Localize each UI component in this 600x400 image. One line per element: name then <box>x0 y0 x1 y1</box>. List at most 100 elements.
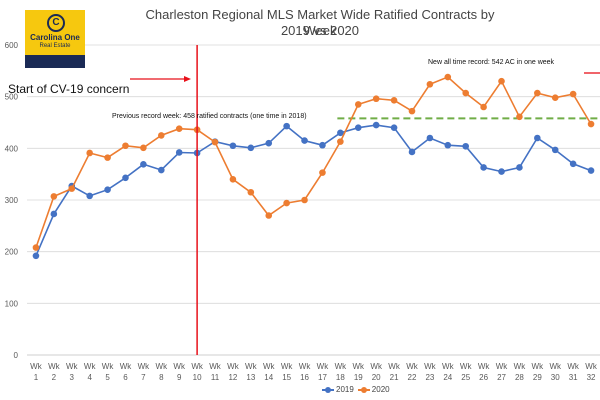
y-tick-label: 100 <box>5 299 19 308</box>
data-point-2020 <box>319 169 326 176</box>
data-point-2020 <box>175 125 183 132</box>
legend-label-2020: 2020 <box>371 385 390 394</box>
x-tick-label: Wk 14 <box>263 362 276 382</box>
data-point-2019 <box>498 168 505 175</box>
previous-record-annotation: Previous record week: 458 ratified contr… <box>112 113 307 120</box>
data-point-2020 <box>283 199 290 207</box>
data-point-2019 <box>462 142 470 150</box>
data-point-2019 <box>569 160 577 168</box>
x-tick-label: Wk 4 <box>84 362 97 382</box>
x-tick-label: Wk 8 <box>156 362 169 382</box>
x-tick-label: Wk 9 <box>173 362 186 382</box>
x-tick-label: Wk 23 <box>424 362 437 382</box>
data-point-2019 <box>587 167 595 174</box>
data-point-2020 <box>480 103 487 111</box>
data-point-2019 <box>247 144 255 152</box>
legend-label-2019: 2019 <box>336 385 354 394</box>
logo-name: Carolina One <box>30 33 80 42</box>
data-point-2020 <box>372 95 380 103</box>
data-point-2020 <box>32 244 40 251</box>
y-tick-labels: 0 100 200 300 400 500 600 <box>5 41 19 360</box>
x-tick-label: Wk 27 <box>496 362 509 382</box>
data-point-2019 <box>444 141 452 149</box>
x-tick-label: Wk 18 <box>335 362 348 382</box>
data-point-2019 <box>175 149 183 156</box>
x-tick-label: Wk 21 <box>388 362 401 382</box>
x-tick-label: Wk 5 <box>102 362 115 382</box>
data-point-2019 <box>86 192 93 200</box>
x-tick-label: Wk 10 <box>191 362 204 382</box>
data-point-2020 <box>301 196 308 204</box>
x-tick-label: Wk 11 <box>209 362 222 382</box>
data-point-2019 <box>534 134 541 142</box>
x-tick-label: Wk 29 <box>532 362 545 382</box>
y-tick-label: 200 <box>5 248 19 257</box>
x-tick-label: Wk 12 <box>227 362 240 382</box>
x-tick-label: Wk 2 <box>48 362 61 382</box>
x-tick-label: Wk 17 <box>317 362 330 382</box>
x-tick-label: Wk 6 <box>120 362 133 382</box>
y-tick-label: 600 <box>5 41 19 50</box>
data-point-2020 <box>498 77 505 85</box>
data-point-2019 <box>516 164 523 171</box>
data-point-2020 <box>354 101 362 108</box>
y-tick-label: 0 <box>14 351 19 360</box>
data-point-2019 <box>551 146 559 154</box>
cv19-annotation: Start of CV-19 concern <box>8 82 130 96</box>
data-point-2020 <box>50 193 58 200</box>
data-point-2019 <box>104 186 111 193</box>
overlay-layer <box>130 45 600 355</box>
y-tick-label: 500 <box>5 93 19 102</box>
x-tick-label: Wk 19 <box>352 362 365 382</box>
data-point-2020 <box>229 176 237 183</box>
data-point-2019 <box>408 148 416 156</box>
data-point-2019 <box>32 252 40 260</box>
data-point-2020 <box>247 188 255 196</box>
data-point-2019 <box>390 124 398 131</box>
data-point-2020 <box>444 73 452 81</box>
x-tick-labels: Wk 1 Wk 2 Wk 3 Wk 4 Wk 5 Wk 6 Wk 7 Wk 8 Wk 9 Wk 10 Wk 11 Wk 12 W… <box>30 362 598 382</box>
data-point-2019 <box>301 137 308 144</box>
x-tick-label: Wk 30 <box>549 362 562 382</box>
data-point-2019 <box>337 129 344 137</box>
data-point-2019 <box>283 122 290 130</box>
data-point-2020 <box>587 120 595 128</box>
data-point-2019 <box>122 174 129 182</box>
data-point-2020 <box>86 149 93 157</box>
chart-title: Charleston Regional MLS Market Wide Rati… <box>145 7 495 38</box>
data-point-2020 <box>68 185 76 192</box>
data-point-2020 <box>337 138 344 145</box>
data-point-2020 <box>569 90 577 98</box>
data-point-2020 <box>140 144 147 152</box>
legend: 2019 2020 <box>322 385 390 394</box>
series-layer <box>32 73 595 260</box>
data-point-2020 <box>462 89 470 97</box>
series-line-2020 <box>35 76 592 248</box>
cv19-arrowhead <box>184 76 191 82</box>
chart-subtitle: 2019 vs 2020 <box>280 23 360 38</box>
data-point-2020 <box>390 96 398 104</box>
legend-swatch-2020 <box>357 386 370 393</box>
logo-bar <box>25 55 85 68</box>
y-tick-label: 400 <box>5 144 19 153</box>
x-tick-label: Wk 16 <box>299 362 312 382</box>
x-tick-label: Wk 28 <box>514 362 527 382</box>
y-tick-label: 300 <box>5 196 19 205</box>
data-point-2020 <box>157 132 165 139</box>
x-tick-label: Wk 26 <box>478 362 491 382</box>
data-point-2019 <box>319 141 326 149</box>
data-point-2019 <box>480 164 487 171</box>
data-point-2020 <box>104 154 111 161</box>
data-point-2019 <box>354 124 362 131</box>
x-tick-label: Wk 1 <box>30 362 43 382</box>
data-point-2020 <box>534 89 541 97</box>
new-record-annotation: New all time record: 542 AC in one week <box>428 59 555 66</box>
x-tick-label: Wk 31 <box>567 362 580 382</box>
data-point-2019 <box>372 121 380 129</box>
x-tick-label: Wk 22 <box>406 362 419 382</box>
data-point-2020 <box>122 142 129 150</box>
logo-subtitle: Real Estate <box>39 43 71 49</box>
x-tick-label: Wk 32 <box>585 362 598 382</box>
data-point-2020 <box>265 212 273 219</box>
